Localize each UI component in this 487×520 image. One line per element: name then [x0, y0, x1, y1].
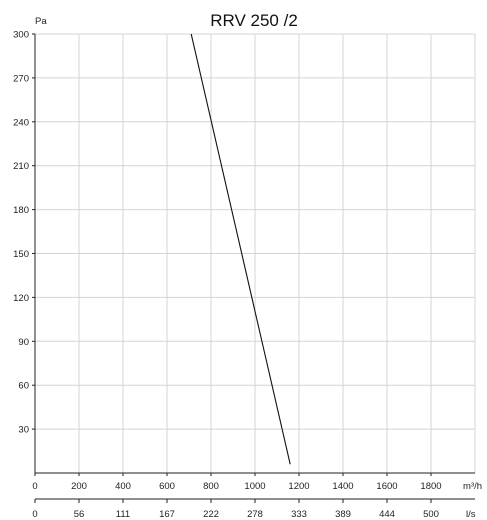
x2-tick-label-56: 56: [74, 509, 85, 520]
y-tick-label-60: 60: [18, 381, 29, 392]
x2-tick-label-0: 0: [32, 509, 37, 520]
y-tick-label-90: 90: [18, 337, 29, 348]
chart-title: RRV 250 /2: [210, 11, 298, 30]
y-tick-labels: 30 60 90 120 150 180 210 240 270 300: [13, 30, 29, 436]
x2-tick-label-167: 167: [159, 509, 175, 520]
x2-tick-label-278: 278: [247, 509, 263, 520]
y-tick-label-300: 300: [13, 30, 29, 41]
y-tick-label-270: 270: [13, 73, 29, 84]
series-group: [190, 33, 291, 465]
x-axis-label: m³/h: [463, 481, 482, 492]
x-tick-label-1400: 1400: [332, 481, 353, 492]
y-tick-label-240: 240: [13, 117, 29, 128]
x2-tick-label-222: 222: [203, 509, 219, 520]
x-tick-label-800: 800: [203, 481, 219, 492]
axes: [32, 33, 475, 476]
y-tick-label-210: 210: [13, 161, 29, 172]
y-axis-label: Pa: [35, 16, 47, 27]
x2-tick-label-111: 111: [116, 509, 130, 520]
x-tick-label-600: 600: [159, 481, 175, 492]
y-tick-label-120: 120: [13, 293, 29, 304]
x2-tick-label-333: 333: [291, 509, 307, 520]
y-tick-label-150: 150: [13, 249, 29, 260]
secondary-x-axis: 0 56 111 167 222 278 333 389 444 500: [32, 498, 475, 520]
x2-axis-label: l/s: [466, 509, 476, 520]
x-tick-label-200: 200: [71, 481, 87, 492]
x2-tick-label-444: 444: [379, 509, 395, 520]
y-tick-label-180: 180: [13, 205, 29, 216]
y-tick-label-30: 30: [18, 425, 29, 436]
x-tick-label-1200: 1200: [288, 481, 309, 492]
x2-tick-label-500: 500: [423, 509, 439, 520]
x-tick-label-1000: 1000: [244, 481, 265, 492]
x-tick-label-1800: 1800: [420, 481, 441, 492]
x2-tick-label-389: 389: [335, 509, 351, 520]
grid: [35, 33, 476, 473]
x-tick-label-0: 0: [32, 481, 37, 492]
x-tick-label-1600: 1600: [376, 481, 397, 492]
x-tick-labels: 0 200 400 600 800 1000 1200 1400 1600 1800: [32, 481, 441, 492]
x-tick-label-400: 400: [115, 481, 131, 492]
series-line-0: [190, 33, 291, 465]
